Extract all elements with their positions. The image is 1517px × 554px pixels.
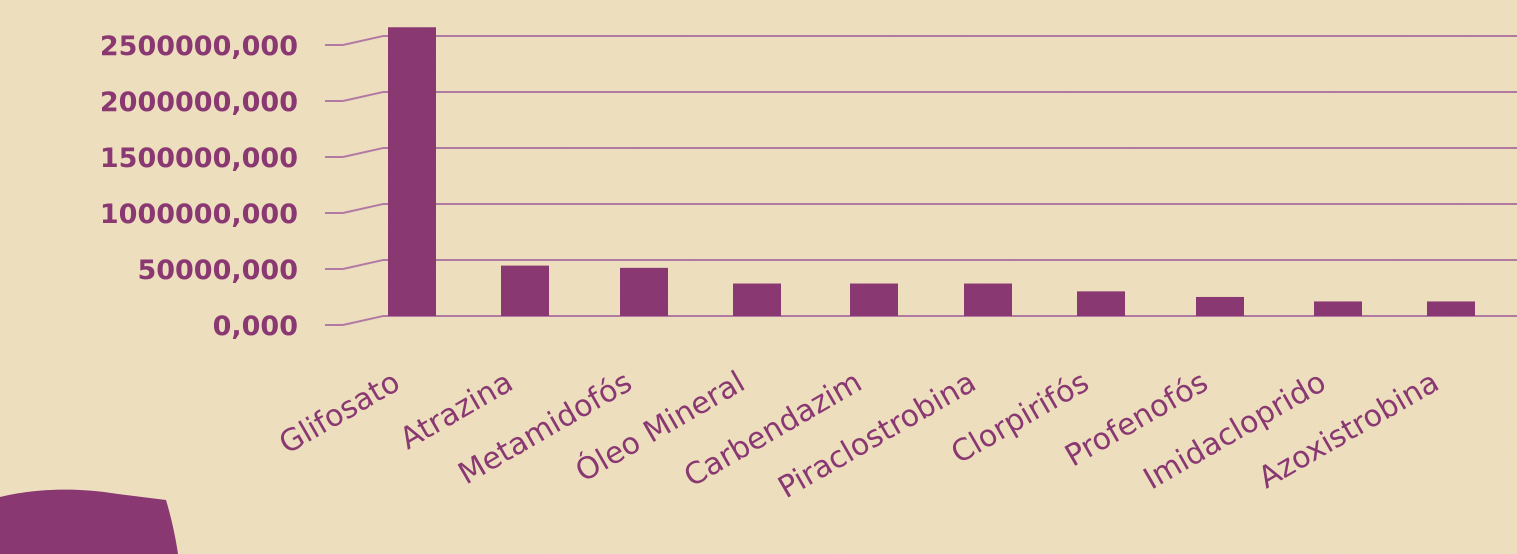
gridline-slant: [342, 91, 384, 102]
bars: [388, 27, 1475, 316]
y-axis-tick-labels: 0,000 50000,000 1000000,000 1500000,000 2000…: [100, 31, 298, 342]
y-tick-label: 0,000: [213, 311, 298, 342]
gridline: [325, 35, 1517, 46]
bar: [1314, 301, 1362, 316]
bar: [1077, 291, 1125, 316]
bar: [1196, 296, 1244, 316]
gridline-slant: [342, 147, 384, 158]
gridline-slant: [342, 35, 384, 46]
brush-stroke-decoration: [0, 489, 178, 554]
bar: [733, 283, 781, 316]
y-tick-label: 50000,000: [137, 255, 298, 286]
bar: [620, 267, 668, 316]
y-tick-label: 2500000,000: [100, 31, 298, 62]
bar: [1427, 301, 1475, 316]
gridline: [325, 259, 1517, 270]
gridline-slant: [342, 259, 384, 270]
y-tick-label: 1500000,000: [100, 143, 298, 174]
bar: [388, 27, 436, 316]
y-tick-label: 1000000,000: [100, 199, 298, 230]
gridline: [325, 203, 1517, 214]
gridline-slant: [342, 315, 384, 326]
gridline: [325, 147, 1517, 158]
bar: [850, 283, 898, 316]
gridline-slant: [342, 203, 384, 214]
y-tick-label: 2000000,000: [100, 87, 298, 118]
bar: [964, 283, 1012, 316]
gridline: [325, 91, 1517, 102]
bar: [501, 265, 549, 316]
